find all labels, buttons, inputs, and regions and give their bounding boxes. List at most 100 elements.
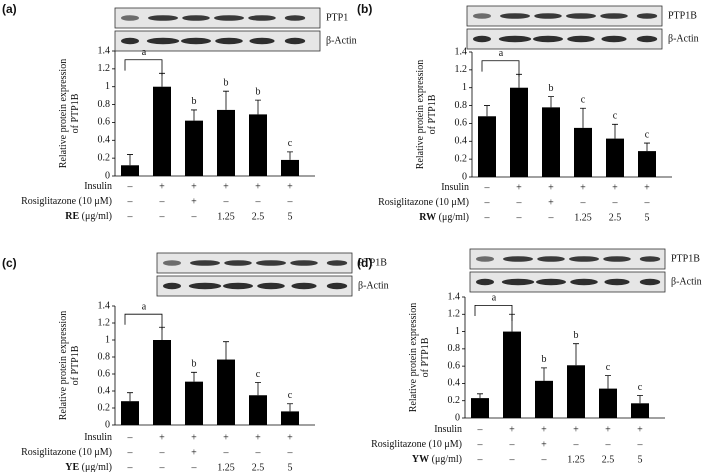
blot-band [284,37,306,45]
y-tick-label: 0 [462,171,467,182]
treatment-cell: – [159,211,166,222]
bar [249,114,267,176]
blot-label: β-Actin [326,35,357,46]
treatment-cell: – [516,212,523,223]
y-tick-label: 0.2 [455,153,468,164]
y-axis-label-line: of PTP1B [420,337,431,377]
treatment-cell: + [580,182,586,193]
treatment-cell: 2.5 [252,211,265,222]
blot-label: PTP1B [671,253,700,264]
significance-letter: b [192,359,197,370]
treatment-label: Rosiglitazone (10 μM) [21,196,112,207]
bar [281,159,299,176]
treatment-cell: 2.5 [609,212,622,223]
error-bar [541,367,547,381]
bar [185,381,203,425]
error-bar [223,90,229,110]
bar [567,365,585,418]
error-bar [255,382,261,396]
treatment-cell: – [637,439,644,450]
blot [156,252,353,274]
treatment-unit: (μg/ml) [432,454,462,465]
treatment-cell: + [573,424,579,435]
treatment-name: Insulin [434,424,462,435]
treatment-cell: – [484,212,491,223]
treatment-cell: – [191,462,198,472]
blot-band [534,13,562,19]
treatment-cell: + [541,424,547,435]
blot-band [284,15,306,21]
treatment-cell: + [516,182,522,193]
treatment-cell: + [509,424,515,435]
treatment-cell: – [127,462,134,472]
blot-band [537,256,565,262]
y-axis-label: Relative protein expressionof PTP1B [58,59,81,168]
blot-band [636,13,658,19]
treatment-cell: – [287,196,294,207]
blot-band [636,35,658,43]
treatment-cell: + [255,181,261,192]
treatment-cell: + [159,432,165,443]
treatment-cell: – [191,211,198,222]
y-tick-label: 1 [455,326,460,337]
treatment-cell: + [612,182,618,193]
treatment-label: Rosiglitazone (10 μM) [21,447,112,458]
error-bar [484,105,490,117]
y-axis-label: Relative protein expressionof PTP1B [58,311,81,420]
error-bar [477,393,483,399]
blot-band [473,13,491,19]
treatment-cell: 5 [288,462,293,472]
treatment-cell: – [580,197,587,208]
blot-band [256,260,286,266]
y-tick-label: 1.4 [448,291,461,302]
y-tick-label: 0.4 [98,135,111,146]
error-bar [255,99,261,115]
treatment-label: RE (μg/ml) [65,211,112,222]
treatment-name: Insulin [441,182,469,193]
y-tick-label: 1.4 [98,300,111,311]
bar [153,340,171,425]
y-tick-label: 0.8 [98,99,111,110]
panel-label: (b) [357,2,372,16]
blot-label: β-Actin [671,276,702,287]
treatment-cell: + [605,424,611,435]
error-bar [287,403,293,412]
treatment-cell: – [159,196,166,207]
error-bar [191,371,197,382]
blot-band [249,37,275,45]
y-tick-label: 0.2 [448,395,461,406]
bar [542,107,560,177]
y-tick-label: 1 [462,82,467,93]
treatment-cell: 1.25 [567,454,585,465]
significance-letter: c [581,95,586,106]
blot-label: β-Actin [668,33,699,44]
blot-band [223,282,253,290]
treatment-cell: + [191,447,197,458]
y-tick-label: 1.2 [98,63,111,74]
treatment-name: Rosiglitazone (10 μM) [21,196,112,207]
significance-letter: c [256,369,261,380]
treatment-label: Insulin [434,424,462,435]
error-bar [127,154,133,166]
treatment-cell: – [287,447,294,458]
treatment-name: Rosiglitazone (10 μM) [371,439,462,450]
bracket [124,59,163,76]
y-axis-label-line: Relative protein expression [408,303,419,412]
y-tick-label: 0 [455,412,460,423]
panel-label: (d) [357,256,372,270]
y-tick-label: 0.6 [455,118,468,129]
significance-letter: b [192,96,197,107]
blot [156,275,353,297]
treatment-cell: – [127,181,134,192]
bar [185,120,203,176]
treatment-name: RW [419,212,436,223]
y-tick-label: 1.2 [98,317,111,328]
blot-band [163,260,181,266]
blot-label: PTP1B [668,10,697,21]
y-tick-label: 0.6 [98,368,111,379]
blot-band [500,13,530,19]
bar [153,86,171,176]
treatment-label: Rosiglitazone (10 μM) [371,439,462,450]
error-bar [605,375,611,389]
y-tick-label: 1.4 [455,46,468,57]
